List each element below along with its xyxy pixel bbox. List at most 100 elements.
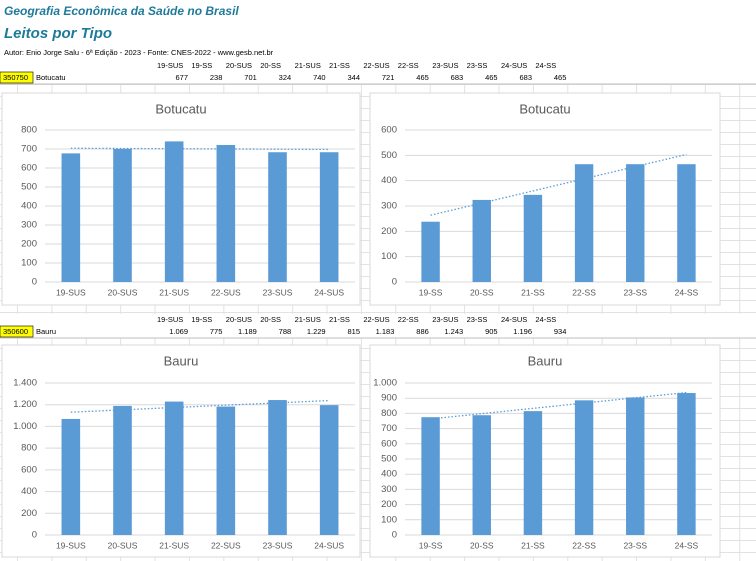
column-header: 21-SUS [295,315,321,324]
code-cell [0,325,34,338]
sheet-subtitle: Leitos por Tipo [4,25,112,42]
y-tick-label: 200 [21,508,37,519]
author: Autor: Enio Jorge Salu - 6ª Edição - 202… [4,48,274,57]
x-tick-label: 24-SS [675,287,699,297]
cell-value: 465 [416,73,429,82]
cell-value: 465 [554,73,567,82]
bar [164,401,184,535]
y-tick-label: 0 [32,277,37,288]
cell-value: 721 [382,73,395,82]
bar [216,406,236,535]
y-tick-label: 0 [392,530,397,541]
bar [421,221,440,282]
chart-title: Botucatu [519,101,570,116]
bar [216,145,236,282]
y-tick-label: 100 [21,258,37,269]
cell-value: 465 [485,73,498,82]
cell-value: 344 [347,73,360,82]
column-header: 20-SUS [226,315,252,324]
bar [268,400,287,535]
cell-value: 886 [416,327,429,336]
y-tick-label: 800 [21,125,37,136]
y-tick-label: 300 [21,220,37,231]
column-header: 24-SS [535,315,556,324]
y-tick-label: 600 [381,125,397,136]
column-header: 24-SS [535,61,556,70]
column-header: 20-SS [260,61,281,70]
column-header: 22-SUS [363,315,389,324]
x-tick-label: 21-SUS [159,540,189,550]
bar [677,393,696,535]
bar [164,141,184,282]
cell-value: 1.189 [238,327,257,336]
x-tick-label: 23-SS [623,287,647,297]
x-tick-label: 20-SS [470,540,494,550]
cell-value: 775 [210,327,223,336]
chart-title: Botucatu [155,101,206,116]
x-tick-label: 22-SUS [211,287,241,297]
y-tick-label: 1.200 [13,399,37,410]
column-header: 20-SS [260,315,281,324]
y-tick-label: 700 [381,423,397,434]
bar [319,152,339,282]
x-tick-label: 24-SUS [314,287,344,297]
cell-value: 1.196 [513,327,532,336]
y-tick-label: 1.400 [13,378,37,389]
bar [523,411,543,535]
y-tick-label: 100 [381,251,397,262]
y-tick-label: 400 [21,486,37,497]
column-header: 19-SS [191,61,212,70]
cell-value: 815 [347,327,360,336]
y-tick-label: 800 [21,443,37,454]
bar [626,397,645,535]
cell-value: 238 [210,73,223,82]
x-tick-label: 19-SUS [56,287,86,297]
y-tick-label: 300 [381,484,397,495]
y-tick-label: 600 [21,163,37,174]
x-tick-label: 19-SUS [56,540,86,550]
column-header: 23-SUS [432,61,458,70]
x-tick-label: 23-SS [623,540,647,550]
x-tick-label: 24-SS [675,540,699,550]
x-tick-label: 21-SS [521,540,545,550]
x-tick-label: 23-SUS [263,540,293,550]
bar [523,194,543,282]
cell-value: 788 [279,327,292,336]
row-bg [0,60,756,84]
column-header: 23-SS [467,61,488,70]
column-header: 24-SUS [501,315,527,324]
y-tick-label: 600 [381,438,397,449]
y-tick-label: 0 [32,530,37,541]
y-tick-label: 900 [381,393,397,404]
bar [574,400,594,535]
x-tick-label: 23-SUS [263,287,293,297]
column-header: 23-SS [467,315,488,324]
cell-value: 683 [451,73,464,82]
bar [113,148,132,282]
y-tick-label: 0 [392,277,397,288]
y-tick-label: 600 [21,464,37,475]
trendline [70,147,330,151]
trendline [70,399,330,413]
x-tick-label: 19-SS [419,540,443,550]
x-tick-label: 22-SS [572,540,596,550]
column-header: 22-SS [398,315,419,324]
bar [677,164,696,282]
y-tick-label: 400 [381,175,397,186]
cell-value: 677 [175,73,188,82]
cell-value: 1.069 [169,327,188,336]
y-tick-label: 1.000 [13,421,37,432]
bar [472,199,491,282]
column-header: 19-SUS [157,315,183,324]
y-tick-label: 500 [381,150,397,161]
y-tick-label: 500 [21,182,37,193]
bar [61,153,81,282]
y-tick-label: 400 [381,469,397,480]
y-tick-label: 700 [21,144,37,155]
column-header: 21-SUS [295,61,321,70]
y-tick-label: 200 [381,226,397,237]
cell-value: 683 [519,73,532,82]
chart-title: Bauru [528,353,563,368]
